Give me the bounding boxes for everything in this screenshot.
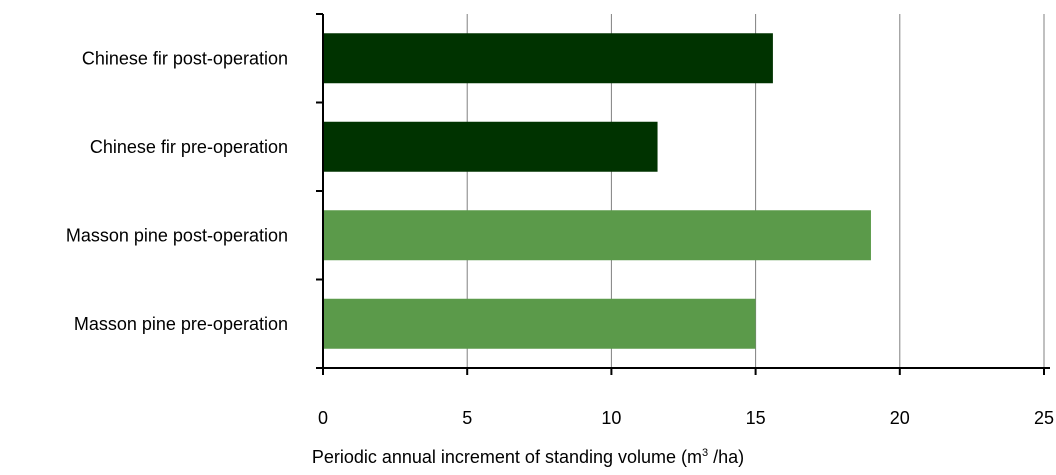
bar	[323, 210, 871, 261]
x-tick-label: 5	[462, 408, 472, 428]
x-axis-title-prefix: Periodic annual increment of standing vo…	[311, 447, 703, 467]
x-tick-label: 0	[318, 408, 328, 428]
category-label: Masson pine pre-operation	[74, 314, 288, 334]
bar	[323, 121, 658, 172]
bar	[323, 33, 773, 84]
x-tick-label: 10	[601, 408, 621, 428]
x-axis-title: Periodic annual increment of standing vo…	[0, 447, 1056, 468]
bars	[323, 33, 871, 349]
x-tick-label: 20	[890, 408, 910, 428]
bar	[323, 298, 756, 349]
x-tick-label: 25	[1034, 408, 1054, 428]
category-label: Masson pine post-operation	[66, 225, 288, 245]
category-label: Chinese fir post-operation	[82, 48, 288, 68]
x-tick-label: 15	[746, 408, 766, 428]
x-tick-labels: 0 5 10 15 20 25	[318, 408, 1054, 428]
x-axis-title-suffix: /ha)	[708, 447, 745, 467]
category-labels: Chinese fir post-operation Chinese fir pr…	[66, 48, 288, 334]
category-label: Chinese fir pre-operation	[90, 137, 288, 157]
axes	[316, 13, 1050, 375]
x-axis-title-superscript: 3	[702, 447, 709, 459]
